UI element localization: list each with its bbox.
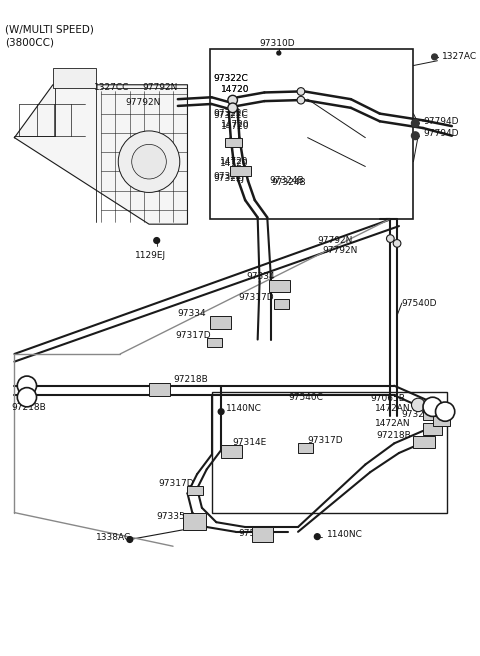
Text: 97540D: 97540D — [402, 298, 437, 308]
Bar — [188, 485, 203, 495]
Text: 14720: 14720 — [221, 119, 250, 129]
Bar — [207, 338, 222, 347]
Text: 97334: 97334 — [246, 272, 275, 281]
Bar — [274, 299, 289, 309]
Text: 97317D: 97317D — [175, 331, 211, 340]
Text: 97317D: 97317D — [308, 436, 343, 445]
Bar — [423, 409, 442, 420]
Text: (3800CC): (3800CC) — [5, 37, 54, 47]
Polygon shape — [14, 85, 188, 224]
Circle shape — [297, 88, 305, 95]
Text: 97310D: 97310D — [260, 39, 295, 48]
Text: 14720: 14720 — [220, 157, 249, 166]
Text: 97560C: 97560C — [239, 529, 274, 538]
Circle shape — [218, 409, 224, 415]
Circle shape — [435, 402, 455, 421]
Text: (W/MULTI SPEED): (W/MULTI SPEED) — [5, 25, 94, 35]
Text: 14720: 14720 — [221, 85, 250, 94]
Circle shape — [118, 131, 180, 192]
Circle shape — [132, 144, 167, 179]
Circle shape — [17, 388, 36, 407]
Text: 97322C: 97322C — [214, 111, 248, 120]
Bar — [183, 512, 206, 530]
Text: 14720: 14720 — [220, 159, 249, 168]
Text: 1472AN: 1472AN — [375, 404, 410, 413]
Text: 97314E: 97314E — [233, 438, 267, 447]
Text: 1140NC: 1140NC — [226, 404, 262, 413]
Text: 97322C: 97322C — [214, 73, 248, 83]
Text: A: A — [20, 379, 26, 387]
Circle shape — [411, 398, 425, 412]
Bar — [53, 68, 96, 88]
Text: 97317D: 97317D — [158, 480, 194, 488]
Bar — [298, 443, 313, 453]
Text: 1327CC: 1327CC — [94, 83, 130, 92]
Text: 97324B: 97324B — [271, 178, 306, 188]
Circle shape — [228, 103, 238, 113]
Circle shape — [127, 537, 132, 543]
Text: 1129EJ: 1129EJ — [134, 251, 166, 260]
Text: 14720: 14720 — [221, 121, 250, 131]
Circle shape — [277, 51, 281, 55]
Circle shape — [297, 96, 305, 104]
Text: 1338AC: 1338AC — [96, 533, 132, 542]
Circle shape — [228, 95, 238, 105]
Circle shape — [393, 239, 401, 247]
Text: 97322J: 97322J — [214, 174, 244, 182]
Text: 97792N: 97792N — [142, 83, 178, 92]
Bar — [221, 445, 242, 458]
Text: A: A — [426, 400, 432, 409]
Text: 97322C: 97322C — [214, 109, 248, 118]
Bar — [269, 280, 290, 293]
Text: 97324M: 97324M — [402, 410, 438, 419]
Circle shape — [386, 235, 394, 243]
Circle shape — [432, 54, 437, 60]
Text: 1472AN: 1472AN — [375, 419, 410, 428]
Bar — [149, 383, 170, 396]
Bar — [212, 392, 447, 512]
Circle shape — [411, 132, 419, 140]
Circle shape — [423, 398, 442, 417]
Text: 97335: 97335 — [156, 512, 185, 521]
Circle shape — [17, 376, 36, 396]
Bar — [413, 436, 434, 448]
Text: 1327AC: 1327AC — [442, 52, 478, 62]
Text: 97322J: 97322J — [214, 172, 244, 180]
Text: 97792N: 97792N — [317, 236, 353, 245]
Bar — [210, 49, 413, 219]
Text: 97065B: 97065B — [370, 394, 405, 403]
Circle shape — [411, 119, 419, 127]
Bar — [210, 316, 231, 329]
Bar — [432, 417, 450, 426]
Text: 97218B: 97218B — [173, 375, 208, 384]
Circle shape — [314, 534, 320, 539]
Bar — [230, 167, 251, 176]
Bar — [225, 138, 242, 147]
Text: 97794D: 97794D — [423, 117, 458, 126]
Text: 97324B: 97324B — [269, 176, 304, 186]
Text: 97317D: 97317D — [239, 293, 274, 302]
Bar — [252, 527, 273, 543]
Bar — [423, 423, 442, 435]
Text: 97540C: 97540C — [288, 393, 324, 401]
Text: 97794D: 97794D — [423, 129, 458, 138]
Text: B: B — [438, 404, 444, 413]
Text: 1140NC: 1140NC — [327, 530, 363, 539]
Text: 97334: 97334 — [178, 309, 206, 318]
Text: 97792N: 97792N — [322, 245, 358, 255]
Text: 14720: 14720 — [221, 85, 250, 94]
Circle shape — [154, 237, 159, 243]
Text: 97218B: 97218B — [12, 403, 46, 413]
Text: 97322C: 97322C — [214, 73, 248, 83]
Text: B: B — [20, 390, 26, 399]
Text: 97218B: 97218B — [377, 431, 412, 440]
Text: 97792N: 97792N — [125, 98, 160, 106]
